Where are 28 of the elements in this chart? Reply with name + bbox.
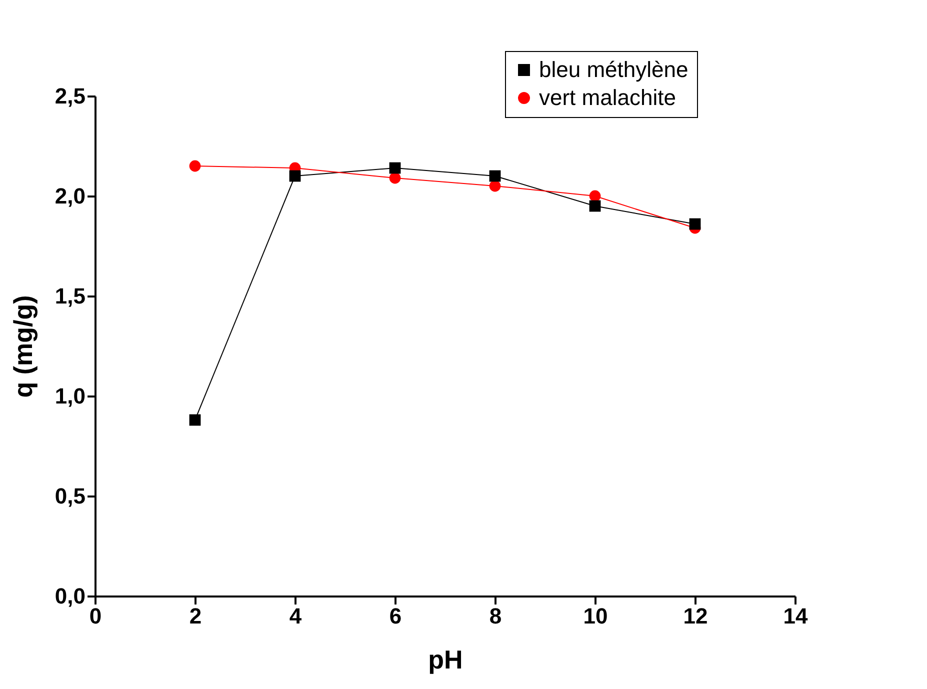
x-tick-label: 6 (389, 604, 402, 628)
y-tick-label: 0,5 (54, 484, 86, 508)
point (689, 218, 701, 230)
y-tick-label: 1,0 (54, 384, 86, 408)
legend-label: vert malachite (539, 85, 676, 110)
point (489, 170, 501, 182)
x-tick-label: 4 (289, 604, 302, 628)
point (289, 170, 301, 182)
x-tick-label: 10 (583, 604, 608, 628)
point (589, 190, 601, 202)
x-tick-label: 2 (189, 604, 202, 628)
y-tick-label: 2,0 (54, 184, 86, 208)
y-axis-title: q (mg/g) (8, 295, 38, 398)
point (389, 162, 401, 174)
y-tick-label: 0,0 (54, 584, 86, 608)
point (189, 160, 201, 172)
point (189, 414, 201, 426)
point (589, 200, 601, 212)
x-tick-label: 0 (89, 604, 102, 628)
legend-label: bleu méthylène (539, 57, 688, 82)
x-axis-title: pH (428, 644, 463, 674)
y-tick-label: 2,5 (54, 84, 86, 108)
y-tick-label: 1,5 (54, 284, 86, 308)
x-tick-label: 12 (683, 604, 708, 628)
x-tick-label: 8 (489, 604, 502, 628)
point (489, 180, 501, 192)
x-tick-label: 14 (783, 604, 808, 628)
point (389, 172, 401, 184)
